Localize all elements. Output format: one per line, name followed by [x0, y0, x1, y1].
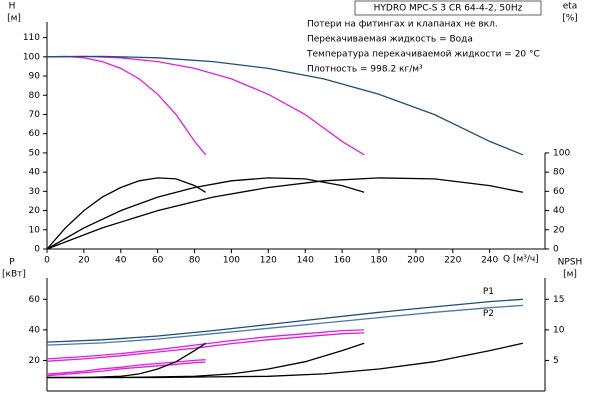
y2-tick-label: 40: [553, 206, 565, 216]
y-tick-label: 40: [29, 168, 41, 178]
title-box: [354, 0, 542, 16]
y-axis-unit: [м]: [7, 14, 21, 24]
y-tick-label: 90: [29, 72, 41, 82]
x-tick-label: 160: [334, 256, 351, 266]
curve: [46, 177, 365, 250]
curve: [46, 177, 524, 250]
y-tick-label: 50: [29, 148, 41, 158]
y2-tick-label: 10: [553, 325, 565, 335]
y2-tick-label: 80: [553, 168, 565, 178]
y-tick-label: 20: [29, 206, 41, 216]
curve: [46, 359, 206, 375]
y-tick-label: 100: [23, 52, 40, 62]
series-label: P2: [483, 309, 494, 319]
x-tick-label: 220: [444, 256, 461, 266]
curve: [46, 332, 365, 362]
x-tick-label: 20: [78, 256, 90, 266]
x-tick-label: 180: [370, 256, 387, 266]
series-label: P1: [483, 287, 494, 297]
y-tick-label: 60: [29, 129, 41, 139]
curve: [46, 177, 206, 250]
y-tick-label: 10: [29, 225, 41, 235]
x-tick-label: 240: [481, 256, 498, 266]
x-tick-label: 140: [297, 256, 314, 266]
y2-tick-label: 15: [553, 295, 564, 305]
note: Перекачиваемая жидкость = Вода: [307, 35, 473, 45]
curve: [46, 55, 207, 156]
y-tick-label: 110: [23, 33, 40, 43]
curve: [46, 361, 206, 377]
curve: [47, 342, 524, 379]
curve: [46, 304, 523, 346]
y2-tick-label: 0: [553, 245, 559, 255]
x-tick-label: 60: [152, 256, 164, 266]
y-tick-label: 20: [29, 356, 41, 366]
y2-tick-label: 100: [553, 148, 570, 158]
y-tick-label: 80: [29, 91, 41, 101]
note: Температура перекачиваемой жидкости = 20…: [306, 50, 540, 60]
y2-axis-unit: [%]: [562, 14, 578, 24]
y2-axis-label: NPSH: [558, 258, 583, 268]
y-tick-label: 30: [29, 187, 41, 197]
x-tick-label: 120: [260, 256, 277, 266]
x-axis-label: Q [м³/ч]: [503, 255, 539, 265]
y2-axis-label: eta: [563, 2, 578, 12]
curve: [46, 55, 524, 156]
curve: [46, 55, 365, 156]
y-tick-label: 60: [29, 295, 41, 305]
y2-tick-label: 5: [553, 356, 559, 366]
y-tick-label: 70: [29, 110, 41, 120]
y-tick-label: 40: [29, 325, 41, 335]
y-tick-label: 0: [34, 245, 40, 255]
note: Плотность = 998.2 кг/м³: [307, 65, 423, 75]
y-axis-unit: [кВт]: [2, 270, 26, 280]
x-tick-label: 0: [44, 256, 50, 266]
x-tick-label: 200: [407, 256, 424, 266]
x-tick-label: 100: [223, 256, 240, 266]
note: Потери на фитингах и клапанах не вкл.: [307, 20, 498, 30]
y-axis-label: P: [9, 258, 15, 268]
curve: [46, 298, 523, 343]
y2-tick-label: 20: [553, 225, 565, 235]
chart-title: HYDRO MPC-S 3 CR 64-4-2, 50Hz: [374, 4, 523, 14]
y2-tick-label: 60: [553, 187, 565, 197]
y-axis-label: H: [9, 2, 16, 12]
y2-axis-unit: [м]: [563, 270, 577, 280]
curve: [46, 329, 365, 360]
x-tick-label: 40: [115, 256, 127, 266]
x-tick-label: 80: [189, 256, 201, 266]
